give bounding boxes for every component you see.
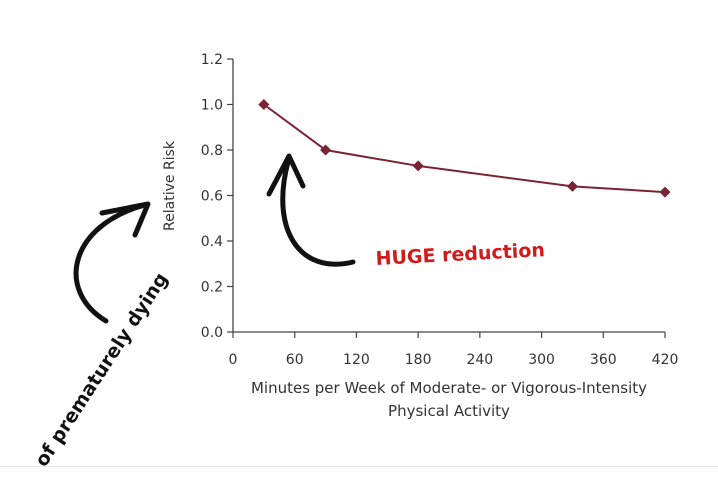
y-tick-label: 0.6 <box>201 189 223 205</box>
x-axis-title-line2: Physical Activity <box>388 402 510 420</box>
y-tick-label: 0.8 <box>201 143 223 159</box>
x-tick-label: 300 <box>528 352 555 368</box>
y-tick-label: 1.0 <box>201 98 223 114</box>
data-point-diamond <box>412 160 424 172</box>
x-tick-label: 180 <box>405 352 432 368</box>
y-axis: 0.0 0.2 0.4 0.6 0.8 1.0 1.2 <box>201 52 234 341</box>
curved-arrow-left-head-icon <box>99 201 151 238</box>
y-tick-label: 0.2 <box>201 280 223 296</box>
y-ticks: 0.0 0.2 0.4 0.6 0.8 1.0 1.2 <box>201 52 233 341</box>
data-point-diamond <box>258 99 270 110</box>
y-axis-title: Relative Risk <box>162 140 178 231</box>
bottom-divider <box>0 466 718 467</box>
series-relative-risk <box>258 99 671 198</box>
data-point-diamond <box>566 180 578 192</box>
x-axis: 0 60 120 180 240 300 360 420 <box>229 331 679 368</box>
annotation-huge-reduction: HUGE reduction <box>375 239 545 270</box>
y-tick-label: 0.0 <box>201 325 223 341</box>
x-tick-label: 420 <box>652 352 679 368</box>
curved-arrow-left-icon <box>73 202 148 324</box>
x-axis-title-line1: Minutes per Week of Moderate- or Vigorou… <box>251 379 647 397</box>
y-tick-label: 1.2 <box>201 52 223 68</box>
annotation-of-prematurely-dying: of prematurely dying <box>31 269 173 471</box>
curved-arrow-right-icon <box>280 159 356 267</box>
y-tick-label: 0.4 <box>201 234 223 250</box>
curved-arrow-right-head-icon <box>266 153 306 197</box>
x-ticks: 0 60 120 180 240 300 360 420 <box>229 332 679 368</box>
x-tick-label: 360 <box>590 352 617 368</box>
x-tick-label: 0 <box>229 352 238 368</box>
x-tick-label: 120 <box>343 352 370 368</box>
data-point-diamond <box>320 144 332 156</box>
x-tick-label: 240 <box>466 352 493 368</box>
x-tick-label: 60 <box>286 352 304 368</box>
data-point-diamond <box>659 186 671 198</box>
